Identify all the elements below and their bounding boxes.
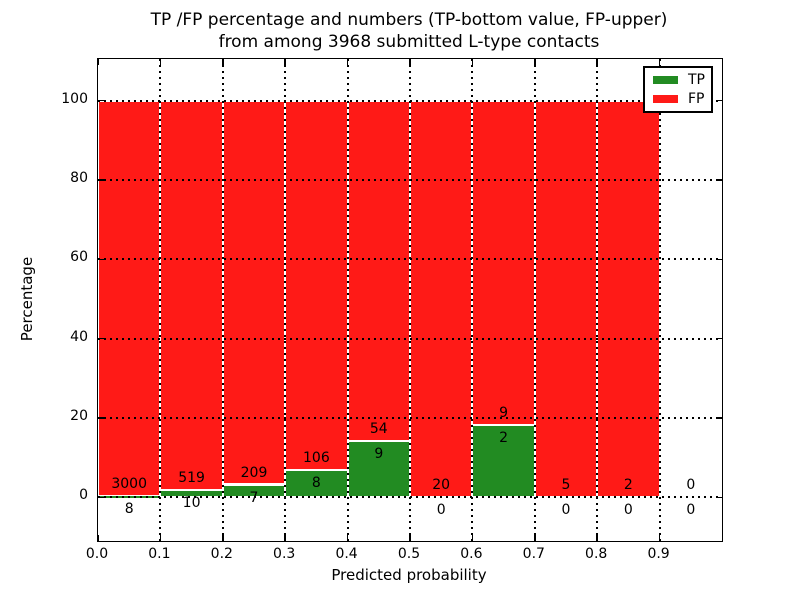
legend-label-fp: FP [688, 91, 705, 107]
fp-count-label: 0 [686, 477, 696, 494]
x-tick-mark [284, 535, 286, 541]
bar-tp-segment [472, 425, 535, 498]
y-tick-label: 40 [70, 328, 88, 345]
gridline-vertical [533, 59, 536, 541]
x-tick-mark [409, 59, 411, 65]
fp-count-label: 519 [178, 469, 205, 486]
x-tick-mark [596, 59, 598, 65]
y-tick-mark [98, 179, 104, 181]
y-tick-mark [716, 417, 722, 419]
chart-title: TP /FP percentage and numbers (TP-bottom… [97, 9, 721, 53]
x-tick-mark [346, 59, 349, 65]
x-tick-mark [658, 59, 661, 65]
tp-count-label: 0 [686, 502, 696, 519]
tp-count-label: 8 [311, 474, 321, 491]
gridline-vertical [658, 59, 661, 541]
x-tick-mark [534, 59, 536, 65]
x-axis-label: Predicted probability [331, 566, 487, 584]
chart-title-line1: TP /FP percentage and numbers (TP-bottom… [150, 10, 668, 30]
fp-count-label: 9 [499, 405, 509, 422]
gridline-vertical [409, 59, 411, 541]
fp-count-label: 5 [561, 477, 571, 494]
y-tick-mark [716, 258, 722, 261]
x-tick-mark [284, 59, 286, 65]
x-tick-mark [534, 535, 536, 541]
x-tick-label: 0.4 [335, 546, 358, 562]
x-tick-mark [159, 535, 162, 541]
bar-count-annotations-layer: 3000 8 519 10 209 7 106 8 54 9 20 0 9 2 5 0 2 0 0 0 [98, 59, 722, 541]
legend-entry-fp: FP [653, 92, 711, 106]
fp-count-label: 209 [240, 464, 268, 481]
x-tick-mark [159, 59, 162, 65]
fp-count-label: 54 [369, 420, 388, 437]
y-tick-label: 20 [70, 408, 88, 425]
y-tick-label: 80 [70, 169, 88, 186]
x-tick-mark [471, 59, 474, 65]
x-tick-label: 0.2 [210, 546, 233, 562]
legend-entry-tp: TP [653, 73, 711, 87]
bar-fp-segment [472, 100, 535, 426]
tp-count-label: 2 [499, 430, 509, 447]
y-tick-mark [98, 496, 104, 499]
fp-count-label: 20 [432, 477, 451, 494]
x-tick-mark [596, 535, 598, 541]
tp-count-label: 0 [561, 502, 571, 519]
x-tick-mark [346, 535, 349, 541]
y-tick-mark [716, 99, 722, 102]
gridline-vertical [221, 59, 224, 541]
tp-count-label: 8 [124, 501, 134, 518]
y-tick-label: 100 [61, 90, 88, 107]
x-tick-label: 0.1 [148, 546, 171, 562]
bar-fp-segment [534, 100, 598, 498]
x-tick-mark [97, 535, 99, 541]
tp-count-label: 0 [436, 502, 446, 519]
y-tick-mark [716, 496, 722, 499]
legend-swatch-fp [653, 95, 678, 103]
x-tick-mark [222, 535, 224, 541]
x-tick-label: 0.9 [647, 546, 670, 562]
tp-count-label: 9 [374, 445, 384, 462]
gridline-vertical [284, 59, 287, 541]
x-tick-label: 0.6 [460, 546, 483, 562]
y-tick-mark [98, 417, 104, 419]
x-tick-label: 0.3 [273, 546, 296, 562]
fp-count-label: 3000 [111, 476, 148, 493]
x-tick-mark [471, 535, 474, 541]
legend-swatch-tp [653, 76, 678, 84]
x-tick-mark [97, 59, 99, 65]
bars-layer [98, 59, 722, 541]
gridline-vertical [346, 59, 349, 541]
tp-count-label: 0 [623, 502, 633, 519]
x-tick-label: 0.0 [85, 546, 109, 562]
x-tick-label: 0.7 [522, 546, 545, 562]
y-tick-mark [716, 337, 722, 340]
x-tick-label: 0.5 [397, 546, 421, 562]
gridline-vertical [596, 59, 599, 541]
tp-count-label: 10 [182, 494, 201, 511]
axis-ticks-layer [97, 59, 722, 541]
chart-title-line2: from among 3968 submitted L-type contact… [218, 32, 600, 52]
tp-count-label: 7 [249, 489, 259, 506]
y-tick-mark [716, 179, 722, 181]
x-tick-label: 0.8 [585, 546, 608, 562]
plot-area: 3000 8 519 10 209 7 106 8 54 9 20 0 9 2 5 0 2 0 0 0 [97, 58, 723, 542]
gridline-vertical [471, 59, 474, 541]
grid-layer [98, 59, 722, 541]
y-tick-mark [98, 337, 104, 340]
gridline-vertical [159, 59, 162, 541]
fp-count-label: 106 [303, 449, 330, 466]
y-tick-label: 60 [70, 249, 88, 266]
legend-label-tp: TP [688, 72, 705, 88]
fp-count-label: 2 [623, 477, 633, 494]
bar-fp-segment [98, 100, 161, 497]
y-tick-mark [98, 258, 104, 261]
y-tick-mark [98, 99, 104, 102]
x-tick-mark [409, 535, 411, 541]
y-tick-label: 0 [79, 487, 88, 504]
x-tick-mark [658, 535, 661, 541]
legend-box: TP FP [643, 66, 713, 113]
x-tick-mark [222, 59, 224, 65]
